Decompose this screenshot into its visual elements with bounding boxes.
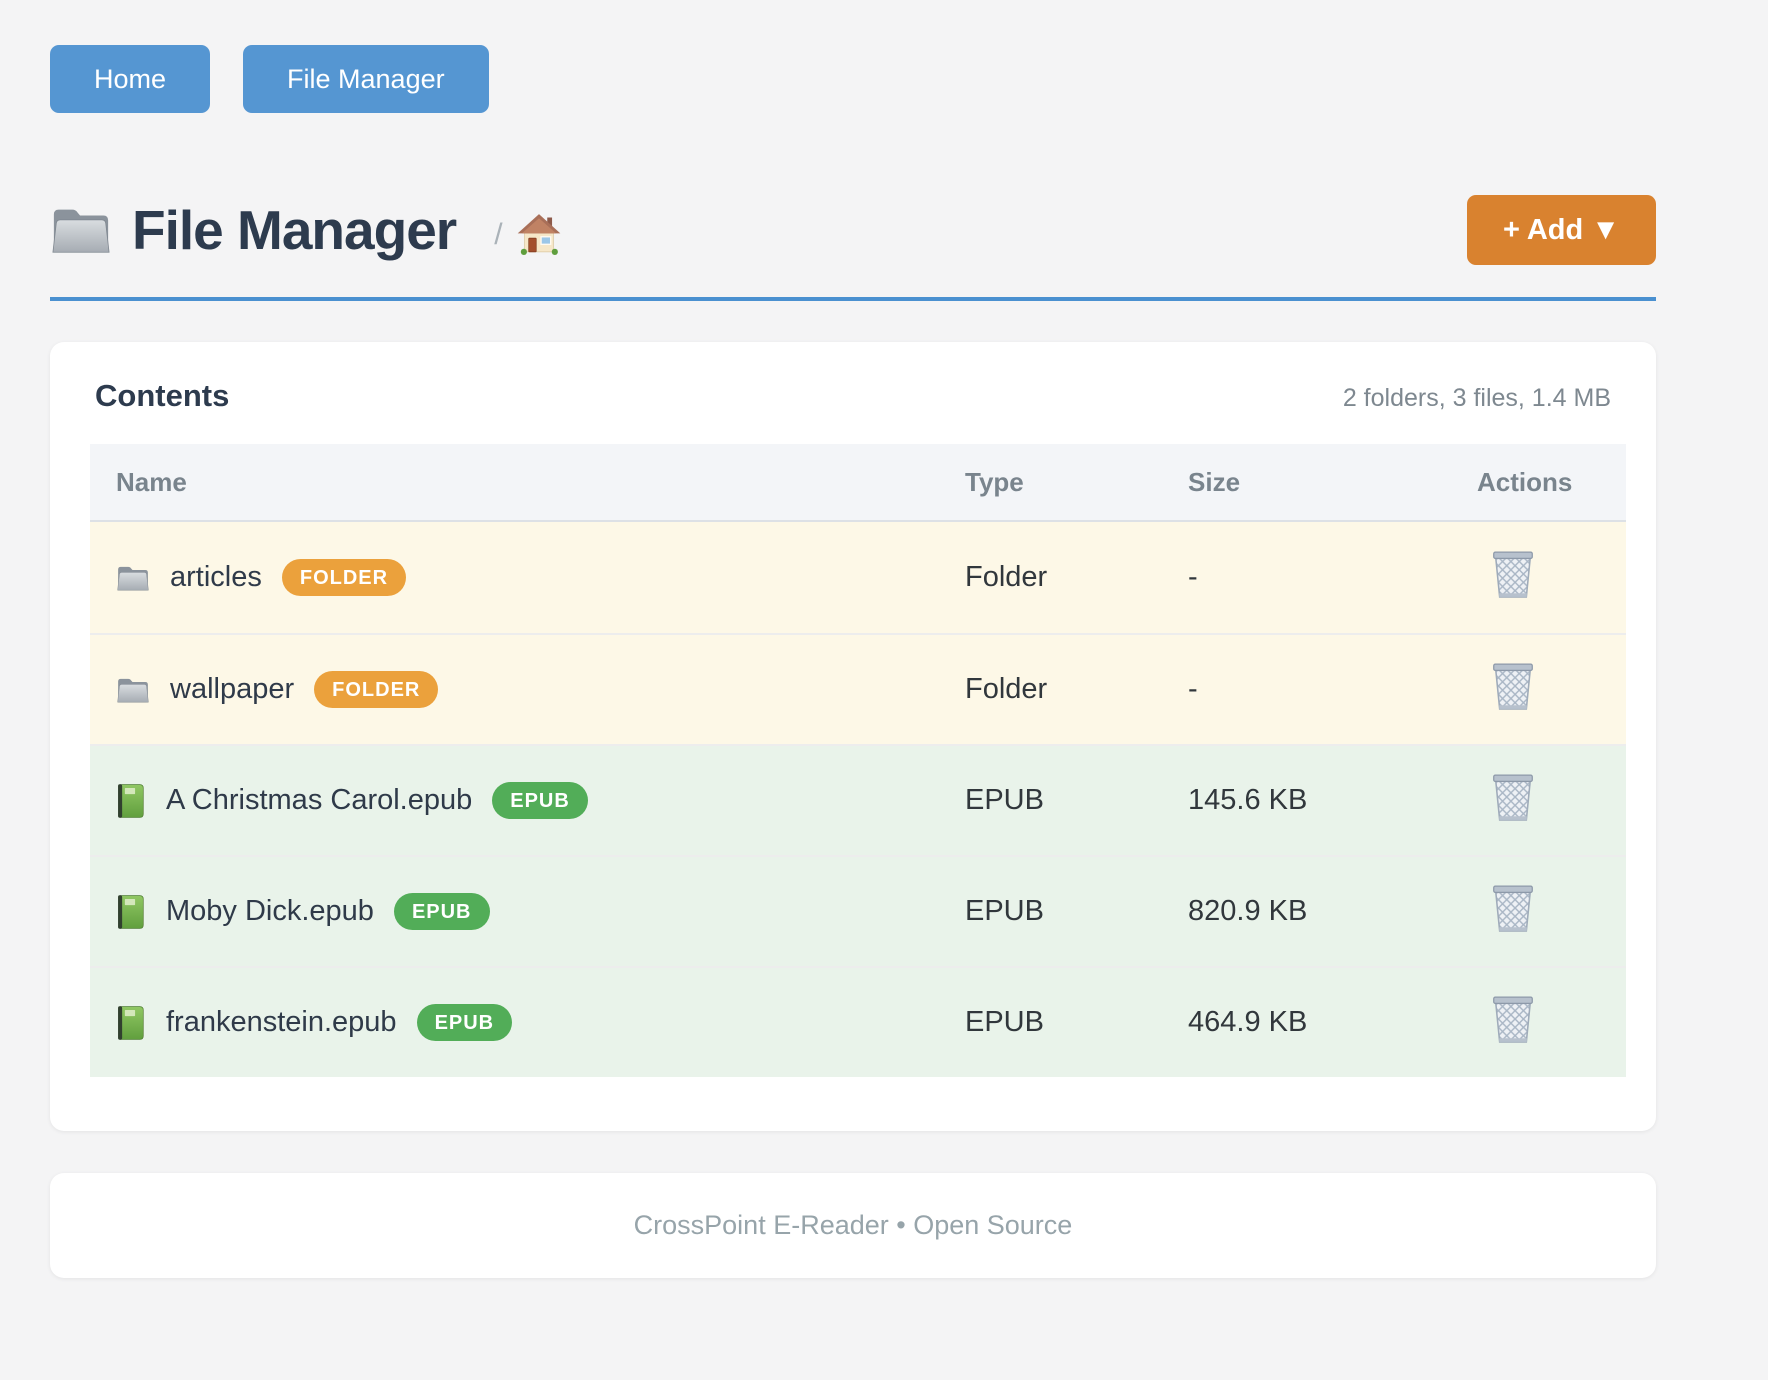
trash-button[interactable] bbox=[1490, 772, 1536, 822]
page: Home File Manager File Manager / + Add ▼… bbox=[50, 0, 1656, 1278]
size-cell: - bbox=[1188, 561, 1198, 593]
page-title: File Manager bbox=[132, 199, 457, 261]
trash-button[interactable] bbox=[1490, 661, 1536, 711]
header-name: Name bbox=[116, 466, 187, 497]
add-button[interactable]: + Add ▼ bbox=[1466, 195, 1656, 265]
table-row[interactable]: frankenstein.epub EPUB EPUB 464.9 KB bbox=[90, 966, 1626, 1077]
book-icon bbox=[116, 894, 146, 930]
contents-card: Contents 2 folders, 3 files, 1.4 MB Name… bbox=[50, 342, 1656, 1131]
header-type: Type bbox=[965, 466, 1024, 497]
trash-icon bbox=[1490, 772, 1536, 822]
breadcrumb-separator: / bbox=[494, 218, 503, 251]
size-cell: 145.6 KB bbox=[1188, 784, 1308, 816]
trash-icon bbox=[1490, 661, 1536, 711]
table-row[interactable]: Moby Dick.epub EPUB EPUB 820.9 KB bbox=[90, 855, 1626, 966]
title-divider bbox=[50, 297, 1656, 301]
trash-button[interactable] bbox=[1490, 883, 1536, 933]
type-badge: FOLDER bbox=[281, 559, 407, 596]
book-icon bbox=[116, 1005, 146, 1041]
type-badge: EPUB bbox=[492, 782, 588, 819]
folder-icon bbox=[116, 563, 150, 593]
folder-icon bbox=[116, 675, 150, 705]
trash-button[interactable] bbox=[1490, 994, 1536, 1044]
type-cell: EPUB bbox=[965, 895, 1044, 927]
table-header-row: Name Type Size Actions bbox=[90, 444, 1626, 522]
trash-icon bbox=[1490, 994, 1536, 1044]
table-row[interactable]: A Christmas Carol.epub EPUB EPUB 145.6 K… bbox=[90, 744, 1626, 855]
header-actions: Actions bbox=[1477, 466, 1573, 497]
footer-text: CrossPoint E-Reader • Open Source bbox=[633, 1210, 1073, 1240]
size-cell: - bbox=[1188, 673, 1198, 705]
type-cell: Folder bbox=[965, 673, 1048, 705]
file-table: Name Type Size Actions articles FOLDER F… bbox=[90, 444, 1626, 1077]
size-cell: 464.9 KB bbox=[1188, 1006, 1308, 1038]
trash-button[interactable] bbox=[1490, 549, 1536, 599]
size-cell: 820.9 KB bbox=[1188, 895, 1308, 927]
header-size: Size bbox=[1188, 466, 1241, 497]
table-row[interactable]: wallpaper FOLDER Folder - bbox=[90, 633, 1626, 744]
folder-icon bbox=[50, 204, 112, 256]
home-button[interactable]: Home bbox=[50, 45, 211, 113]
contents-summary: 2 folders, 3 files, 1.4 MB bbox=[1342, 384, 1611, 412]
house-icon[interactable] bbox=[517, 212, 561, 256]
footer: CrossPoint E-Reader • Open Source bbox=[50, 1173, 1656, 1278]
page-header: File Manager / + Add ▼ bbox=[50, 195, 1656, 265]
file-manager-button[interactable]: File Manager bbox=[243, 45, 489, 113]
file-name[interactable]: frankenstein.epub bbox=[166, 1006, 397, 1038]
type-badge: FOLDER bbox=[314, 671, 439, 708]
table-row[interactable]: articles FOLDER Folder - bbox=[90, 522, 1626, 633]
type-badge: EPUB bbox=[393, 893, 490, 930]
trash-icon bbox=[1490, 883, 1536, 933]
file-name[interactable]: Moby Dick.epub bbox=[166, 895, 374, 927]
file-name[interactable]: articles bbox=[170, 561, 262, 593]
file-name[interactable]: A Christmas Carol.epub bbox=[166, 784, 473, 816]
contents-title: Contents bbox=[95, 378, 230, 413]
trash-icon bbox=[1490, 549, 1536, 599]
file-name[interactable]: wallpaper bbox=[170, 673, 295, 705]
type-cell: EPUB bbox=[965, 784, 1044, 816]
type-cell: Folder bbox=[965, 561, 1048, 593]
type-badge: EPUB bbox=[416, 1004, 513, 1041]
book-icon bbox=[116, 783, 146, 819]
type-cell: EPUB bbox=[965, 1006, 1044, 1038]
top-nav: Home File Manager bbox=[50, 0, 1656, 113]
